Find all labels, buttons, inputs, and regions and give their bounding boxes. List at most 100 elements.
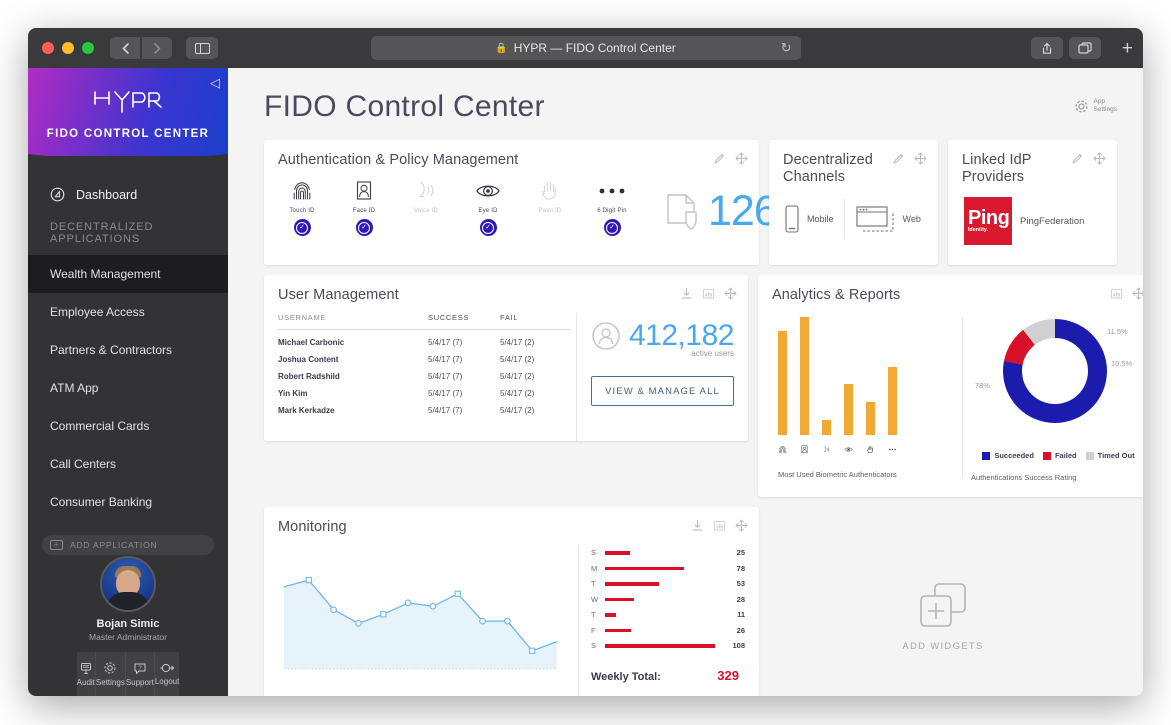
- bar-chart-caption: Most Used Biometric Authenticators: [777, 470, 897, 479]
- auth-method-palm-id[interactable]: Palm ID: [526, 177, 574, 236]
- address-bar[interactable]: 🔒 HYPR — FIDO Control Center ↻: [370, 36, 801, 60]
- table-row[interactable]: Michael Carbonic 5/4/17 (7) 5/4/17 (2): [278, 330, 570, 347]
- weekday-value: 26: [736, 625, 745, 635]
- active-users-label: active users: [691, 349, 734, 358]
- sidebar-toggle-button[interactable]: [186, 37, 218, 59]
- move-icon[interactable]: [735, 519, 748, 537]
- sidebar-item-label: Employee Access: [50, 305, 145, 319]
- new-tab-button[interactable]: +: [1121, 37, 1133, 59]
- view-manage-all-button[interactable]: VIEW & MANAGE ALL: [591, 376, 734, 406]
- navigation-buttons[interactable]: [110, 37, 172, 59]
- sidebar-item-partners-contractors[interactable]: Partners & Contractors: [28, 331, 228, 369]
- sidebar-item-wealth-management[interactable]: Wealth Management: [28, 255, 228, 293]
- download-icon[interactable]: [691, 519, 704, 537]
- page-header: FIDO Control Center App Settings: [228, 68, 1143, 124]
- cell-username: Michael Carbonic: [278, 338, 345, 347]
- table-row[interactable]: Mark Kerkadze 5/4/17 (7) 5/4/17 (2): [278, 398, 570, 415]
- auth-method-enabled-badge[interactable]: ✓: [479, 219, 497, 236]
- sidebar-item-employee-access[interactable]: Employee Access: [28, 293, 228, 331]
- table-row[interactable]: Robert Radshild 5/4/17 (7) 5/4/17 (2): [278, 364, 570, 381]
- auth-card-body: Touch ID ✓: [264, 168, 816, 255]
- window-controls[interactable]: [42, 42, 94, 54]
- table-row[interactable]: Yin Kim 5/4/17 (7) 5/4/17 (2): [278, 381, 570, 398]
- bar-palm-id: [865, 401, 875, 435]
- sidebar-item-atm-app[interactable]: ATM App: [28, 369, 228, 407]
- auth-method-touch-id[interactable]: Touch ID ✓: [278, 177, 326, 236]
- card-title-line1: Linked IdP: [962, 152, 1032, 168]
- card-title: Decentralized Channels: [769, 140, 938, 185]
- auth-method-enabled-badge[interactable]: ✓: [293, 219, 311, 236]
- move-icon[interactable]: [724, 287, 737, 305]
- chart-icon[interactable]: [713, 519, 726, 537]
- move-icon[interactable]: [1132, 287, 1143, 305]
- weekday-label: M: [591, 563, 598, 573]
- table-header-row: USERNAME SUCCESS FAIL: [278, 313, 570, 330]
- footer-item-audit[interactable]: Audit: [77, 652, 96, 696]
- chevron-right-icon: [153, 42, 160, 54]
- close-window-button[interactable]: [42, 42, 54, 54]
- pencil-icon[interactable]: [713, 152, 726, 170]
- sidebar-item-label: Consumer Banking: [50, 495, 153, 509]
- collapse-sidebar-icon[interactable]: ◁: [210, 75, 220, 90]
- tabs-overview-icon: [1078, 42, 1092, 54]
- sidebar-item-consumer-banking[interactable]: Consumer Banking: [28, 483, 228, 521]
- column-header-fail: FAIL: [500, 313, 519, 322]
- forward-button[interactable]: [142, 37, 172, 59]
- monitoring-card: Monitoring: [264, 507, 759, 696]
- browser-window: 🔒 HYPR — FIDO Control Center ↻ +: [28, 28, 1143, 696]
- channel-mobile[interactable]: Mobile: [783, 204, 834, 234]
- channel-web[interactable]: Web: [855, 203, 921, 235]
- cell-fail: 5/4/17 (2): [500, 406, 535, 415]
- add-widgets-button[interactable]: ADD WIDGETS: [769, 507, 1117, 696]
- weekday-bar-list: S 25 M 78 T 53 W 28 T 11 F 26 S 108: [591, 545, 745, 654]
- reload-icon[interactable]: ↻: [780, 40, 792, 55]
- move-icon[interactable]: [735, 152, 748, 170]
- card-actions[interactable]: [1071, 152, 1106, 170]
- share-button[interactable]: [1031, 37, 1063, 59]
- sidebar-item-call-centers[interactable]: Call Centers: [28, 445, 228, 483]
- hypr-logo: [89, 87, 167, 122]
- auth-method-voice-id[interactable]: Voice ID: [402, 177, 450, 236]
- download-icon[interactable]: [680, 287, 693, 305]
- card-actions[interactable]: [892, 152, 927, 170]
- app-settings-button[interactable]: App Settings: [1074, 98, 1117, 114]
- cell-username: Joshua Content: [278, 355, 339, 364]
- avatar[interactable]: [100, 556, 156, 612]
- weekday-value: 11: [737, 610, 745, 620]
- auth-method-label: Voice ID: [414, 208, 438, 214]
- card-actions[interactable]: [691, 519, 748, 537]
- card-actions[interactable]: [680, 287, 737, 305]
- add-application-button[interactable]: + ADD APPLICATION: [42, 535, 214, 555]
- pencil-icon[interactable]: [892, 152, 905, 170]
- sidebar-item-dashboard[interactable]: Dashboard: [28, 178, 228, 211]
- chart-icon[interactable]: [1110, 287, 1123, 305]
- card-actions[interactable]: [713, 152, 748, 170]
- footer-item-logout[interactable]: Logout: [155, 652, 179, 696]
- tabs-overview-button[interactable]: [1069, 37, 1101, 59]
- card-actions[interactable]: [1110, 287, 1143, 305]
- sidebar-user-block: Bojan Simic Master Administrator Audit: [28, 556, 228, 696]
- auth-method-6-digit-pin[interactable]: 6 Digit Pin ✓: [588, 177, 636, 236]
- auth-method-eye-id[interactable]: Eye ID ✓: [464, 177, 512, 236]
- auth-method-enabled-badge[interactable]: ✓: [603, 219, 621, 236]
- voice-icon: [402, 177, 450, 205]
- legend-swatch: [1042, 451, 1051, 460]
- auth-method-face-id[interactable]: Face ID ✓: [340, 177, 388, 236]
- toolbar-right-buttons[interactable]: [1031, 37, 1101, 59]
- move-icon[interactable]: [1093, 152, 1106, 170]
- pencil-icon[interactable]: [1071, 152, 1084, 170]
- sidebar-item-label: Wealth Management: [50, 267, 161, 281]
- footer-item-settings[interactable]: Settings: [96, 652, 126, 696]
- table-row[interactable]: Joshua Content 5/4/17 (7) 5/4/17 (2): [278, 347, 570, 364]
- active-users-block: 412,182: [591, 319, 734, 353]
- idp-provider-item[interactable]: Ping Identity. PingFederation: [948, 185, 1117, 246]
- move-icon[interactable]: [914, 152, 927, 170]
- maximize-window-button[interactable]: [82, 42, 94, 54]
- back-button[interactable]: [110, 37, 140, 59]
- auth-method-enabled-badge[interactable]: ✓: [355, 219, 373, 236]
- sidebar-item-commercial-cards[interactable]: Commercial Cards: [28, 407, 228, 445]
- minimize-window-button[interactable]: [62, 42, 74, 54]
- chart-icon[interactable]: [702, 287, 715, 305]
- footer-item-support[interactable]: ? Support: [126, 652, 155, 696]
- area-line-chart: [283, 576, 558, 670]
